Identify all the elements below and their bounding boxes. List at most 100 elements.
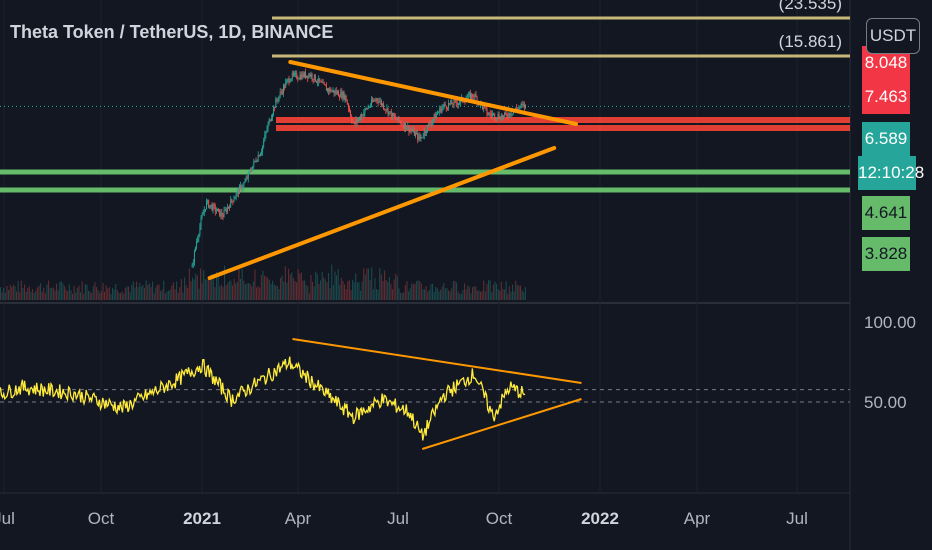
volume-bar bbox=[40, 283, 42, 300]
volume-bar bbox=[412, 284, 414, 300]
candle-body bbox=[228, 206, 229, 208]
volume-bar bbox=[84, 284, 86, 300]
volume-bar bbox=[259, 287, 261, 300]
volume-bar bbox=[387, 281, 389, 300]
volume-bar bbox=[200, 268, 202, 300]
volume-bar bbox=[500, 281, 502, 300]
volume-bar bbox=[116, 290, 118, 300]
volume-bar bbox=[3, 287, 5, 300]
volume-bar bbox=[68, 284, 70, 300]
candle-body bbox=[285, 82, 287, 88]
volume-bar bbox=[8, 290, 10, 300]
volume-bar bbox=[214, 287, 216, 300]
candle-body bbox=[230, 199, 232, 208]
candle-body bbox=[408, 125, 410, 132]
volume-bar bbox=[104, 291, 106, 300]
time-label-oct-2021: Oct bbox=[485, 509, 513, 528]
candle-body bbox=[320, 81, 322, 83]
volume-bar bbox=[507, 293, 509, 300]
candle-body bbox=[453, 99, 455, 106]
candle-body bbox=[393, 113, 394, 117]
candle-body bbox=[236, 190, 238, 193]
candle-body bbox=[510, 114, 512, 116]
volume-bar bbox=[350, 290, 352, 300]
volume-bar bbox=[483, 280, 485, 300]
candle-body bbox=[418, 135, 420, 140]
volume-bar bbox=[468, 287, 470, 300]
symbol-title: Theta Token / TetherUS, 1D, BINANCE bbox=[10, 22, 334, 42]
support-tag-1: 4.641 bbox=[862, 196, 910, 230]
volume-bar bbox=[432, 283, 434, 300]
currency-button[interactable]: USDT bbox=[866, 18, 920, 54]
candle-body bbox=[399, 120, 401, 122]
candle-body bbox=[265, 131, 267, 135]
volume-bar bbox=[17, 280, 19, 300]
volume-bar bbox=[320, 280, 322, 300]
volume-bar bbox=[264, 275, 266, 300]
volume-bar bbox=[81, 281, 83, 300]
volume-bar bbox=[62, 283, 64, 300]
candle-body bbox=[356, 119, 358, 122]
candle-body bbox=[270, 117, 272, 122]
candle-body bbox=[198, 234, 200, 239]
volume-bar bbox=[361, 281, 363, 300]
candle-body bbox=[422, 136, 424, 138]
volume-bar bbox=[486, 283, 488, 300]
candle-body bbox=[490, 114, 492, 116]
volume-bar bbox=[480, 292, 482, 300]
volume-bar bbox=[182, 292, 184, 300]
volume-bar bbox=[396, 276, 398, 300]
volume-bar bbox=[219, 286, 221, 300]
volume-bar bbox=[100, 290, 102, 300]
candle-body bbox=[292, 73, 294, 75]
volume-bar bbox=[204, 279, 206, 300]
candle-body bbox=[351, 116, 353, 122]
candle-body bbox=[242, 186, 244, 190]
volume-bar bbox=[494, 281, 496, 300]
volume-bar bbox=[425, 286, 427, 300]
candle-body bbox=[281, 91, 283, 94]
volume-bar bbox=[515, 280, 517, 300]
volume-bar bbox=[224, 265, 226, 300]
volume-bar bbox=[385, 279, 387, 300]
volume-bar bbox=[296, 282, 298, 300]
candle-body bbox=[485, 106, 487, 109]
candle-body bbox=[309, 74, 311, 77]
candle-body bbox=[209, 205, 211, 208]
candle-body bbox=[391, 113, 393, 118]
volume-bar bbox=[233, 278, 235, 300]
volume-bar bbox=[297, 269, 299, 300]
candle-body bbox=[220, 212, 222, 217]
candle-body bbox=[402, 124, 404, 128]
candle-body bbox=[231, 199, 233, 201]
candle-body bbox=[229, 206, 231, 208]
volume-bar bbox=[460, 293, 462, 300]
candle-body bbox=[334, 90, 336, 94]
volume-bar bbox=[355, 273, 357, 300]
volume-bar bbox=[158, 284, 160, 300]
candle-body bbox=[288, 78, 290, 83]
candle-body bbox=[255, 160, 257, 162]
candle-body bbox=[431, 121, 433, 125]
candle-body bbox=[355, 119, 357, 124]
volume-bar bbox=[372, 289, 374, 300]
volume-bar bbox=[302, 280, 304, 300]
volume-bar bbox=[492, 284, 494, 300]
candle-body bbox=[264, 134, 266, 141]
volume-bar bbox=[339, 284, 341, 300]
volume-bar bbox=[456, 282, 458, 300]
volume-bar bbox=[1, 292, 3, 300]
volume-bar bbox=[379, 268, 381, 300]
candle-body bbox=[368, 106, 370, 108]
volume-bar bbox=[118, 292, 120, 300]
candle-body bbox=[410, 129, 412, 131]
volume-bar bbox=[144, 287, 146, 300]
volume-bar bbox=[4, 292, 6, 300]
volume-bar bbox=[462, 289, 464, 300]
volume-bar bbox=[92, 286, 94, 300]
candle-body bbox=[363, 112, 365, 117]
volume-bar bbox=[464, 283, 466, 300]
candle-body bbox=[263, 140, 265, 146]
volume-bar bbox=[195, 273, 197, 300]
